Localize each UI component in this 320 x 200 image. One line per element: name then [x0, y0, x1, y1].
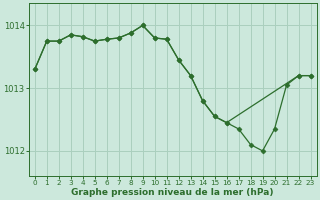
- X-axis label: Graphe pression niveau de la mer (hPa): Graphe pression niveau de la mer (hPa): [71, 188, 274, 197]
